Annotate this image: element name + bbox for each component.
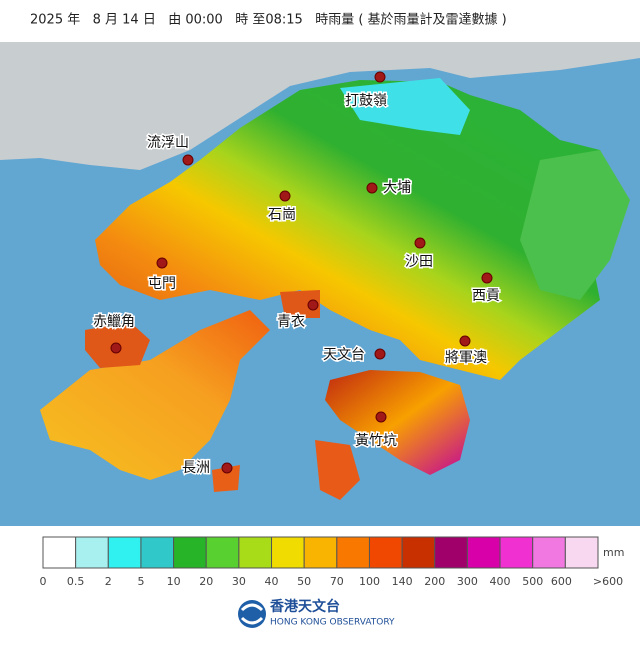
station-dot bbox=[374, 348, 386, 360]
legend-label: 20 bbox=[199, 575, 213, 588]
legend-swatch bbox=[336, 536, 370, 569]
legend-label: 200 bbox=[424, 575, 445, 588]
station-dot bbox=[374, 71, 386, 83]
legend-swatch bbox=[532, 536, 566, 569]
mainland bbox=[0, 42, 640, 170]
place-label: 大埔 bbox=[383, 180, 411, 196]
legend-label: 50 bbox=[297, 575, 311, 588]
legend-label: 30 bbox=[232, 575, 246, 588]
place-label: 赤鱲角 bbox=[93, 314, 135, 330]
legend-swatch bbox=[368, 536, 403, 569]
legend-unit: mm bbox=[603, 546, 624, 559]
logo: 香港天文台 HONG KONG OBSERVATORY bbox=[238, 598, 395, 628]
place-label: 沙田 bbox=[405, 254, 433, 270]
station-dot bbox=[366, 182, 378, 194]
legend-label: 500 bbox=[522, 575, 543, 588]
place-label: 將軍澳 bbox=[445, 350, 487, 366]
lantau bbox=[40, 310, 270, 480]
legend-label: 140 bbox=[392, 575, 413, 588]
legend-label: 300 bbox=[457, 575, 478, 588]
legend-swatch bbox=[238, 536, 273, 569]
legend-swatch bbox=[205, 536, 240, 569]
legend-swatch bbox=[499, 536, 534, 569]
station-dot bbox=[307, 299, 319, 311]
station-dot bbox=[414, 237, 426, 249]
station-dot bbox=[481, 272, 493, 284]
title: 2025 年 8 月 14 日 由 00:00 時 至08:15 時雨量 ( 基… bbox=[30, 12, 507, 28]
legend-swatch bbox=[434, 536, 468, 569]
legend-swatch bbox=[75, 536, 109, 569]
legend-label: 0 bbox=[40, 575, 47, 588]
legend-swatch bbox=[564, 536, 599, 569]
place-label: 流浮山 bbox=[147, 135, 189, 151]
legend-label: 2 bbox=[105, 575, 112, 588]
place-label: 屯門 bbox=[148, 276, 176, 292]
legend-label: 70 bbox=[330, 575, 344, 588]
logo-name: 香港天文台 bbox=[269, 598, 340, 615]
legend-swatch bbox=[107, 536, 142, 569]
logo-name-en: HONG KONG OBSERVATORY bbox=[270, 618, 395, 628]
legend-label: 40 bbox=[265, 575, 279, 588]
new-territories bbox=[95, 80, 620, 380]
legend-swatch bbox=[173, 536, 207, 569]
station-dot bbox=[156, 257, 168, 269]
place-label: 長洲 bbox=[182, 460, 210, 476]
legend-label: 0.5 bbox=[67, 575, 85, 588]
place-label: 青衣 bbox=[277, 314, 305, 330]
place-label: 石崗 bbox=[268, 207, 296, 223]
station-dot bbox=[182, 154, 194, 166]
legend-swatch bbox=[401, 536, 436, 569]
tsing-yi bbox=[280, 290, 320, 318]
legend-swatch bbox=[466, 536, 501, 569]
cheung-chau bbox=[212, 465, 240, 492]
legend-label: 10 bbox=[167, 575, 181, 588]
legend-label: 5 bbox=[137, 575, 144, 588]
legend-label: >600 bbox=[593, 575, 623, 588]
place-label: 黃竹坑 bbox=[355, 433, 397, 449]
place-label: 西貢 bbox=[472, 288, 500, 304]
eastern-land bbox=[520, 150, 630, 300]
lamma bbox=[315, 440, 360, 500]
station-dot bbox=[279, 190, 291, 202]
rain-patch bbox=[340, 78, 470, 135]
station-dot bbox=[375, 411, 387, 423]
place-label: 天文台 bbox=[323, 347, 365, 363]
station-dot bbox=[110, 342, 122, 354]
hk-island bbox=[325, 370, 470, 475]
legend-swatch bbox=[140, 536, 175, 569]
legend-label: 400 bbox=[490, 575, 511, 588]
legend-swatch bbox=[42, 536, 77, 569]
logo-icon-mark bbox=[240, 603, 264, 625]
legend-swatch bbox=[271, 536, 305, 569]
legend-label: 100 bbox=[359, 575, 380, 588]
legend-swatch bbox=[303, 536, 338, 569]
legend-label: 600 bbox=[551, 575, 572, 588]
station-dot bbox=[459, 335, 471, 347]
station-dot bbox=[221, 462, 233, 474]
place-label: 打鼓嶺 bbox=[345, 92, 387, 109]
